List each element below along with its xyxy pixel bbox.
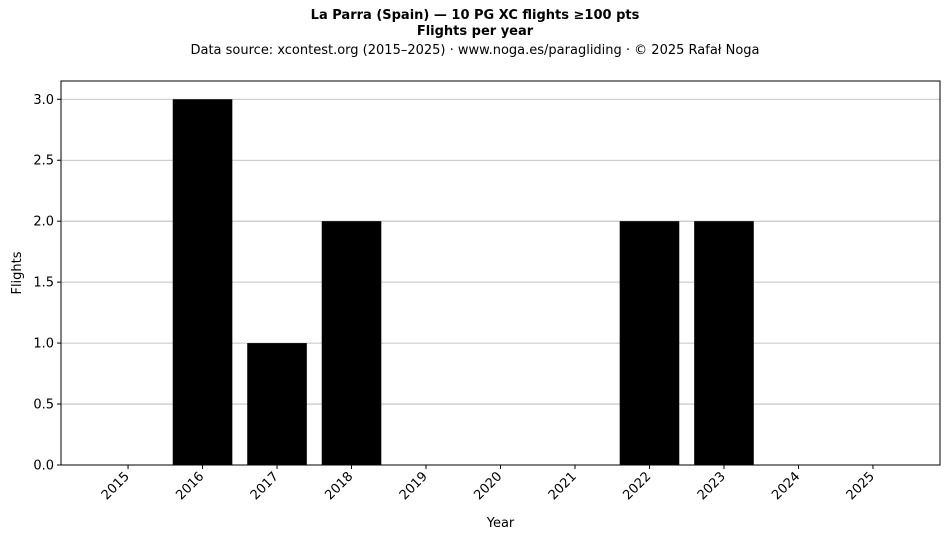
- x-tick-label: 2019: [397, 469, 431, 503]
- y-axis: 0.0 0.5 1.0 1.5 2.0 2.5 3.0: [33, 93, 61, 474]
- data-source-note: Data source: xcontest.org (2015–2025) · …: [190, 43, 760, 58]
- x-axis: 2015 2016 2017 2018 2019 2020 2021 2022 2023 2024…: [99, 465, 878, 503]
- y-tick-label: 1.0: [33, 337, 54, 352]
- x-tick-label: 2025: [844, 469, 878, 503]
- x-tick-label: 2018: [322, 469, 356, 503]
- chart-titles: La Parra (Spain) — 10 PG XC flights ≥100…: [0, 0, 950, 59]
- x-axis-label: Year: [486, 516, 515, 531]
- x-tick-label: 2020: [471, 469, 505, 503]
- bar-2016: [172, 99, 233, 466]
- bar-2023: [694, 221, 754, 465]
- x-tick-label: 2015: [99, 469, 133, 503]
- y-tick-label: 1.5: [33, 276, 54, 291]
- y-tick-label: 0.0: [33, 459, 54, 474]
- bar-2018: [321, 221, 382, 465]
- chart-subtitle: Flights per year: [416, 24, 534, 39]
- y-axis-label: Flights: [10, 251, 25, 294]
- bar-2017: [247, 343, 307, 465]
- bar-2022: [619, 221, 680, 465]
- x-tick-label: 2016: [173, 469, 207, 503]
- x-tick-label: 2021: [546, 469, 580, 503]
- chart-title: La Parra (Spain) — 10 PG XC flights ≥100…: [310, 8, 640, 23]
- x-tick-label: 2022: [620, 469, 654, 503]
- y-tick-label: 0.5: [33, 398, 54, 413]
- x-tick-label: 2017: [248, 469, 282, 503]
- y-tick-label: 2.0: [33, 215, 54, 230]
- x-tick-label: 2023: [695, 469, 729, 503]
- bars: [172, 99, 754, 466]
- y-tick-label: 2.5: [33, 154, 54, 169]
- x-tick-label: 2024: [769, 469, 803, 503]
- y-tick-label: 3.0: [33, 93, 54, 108]
